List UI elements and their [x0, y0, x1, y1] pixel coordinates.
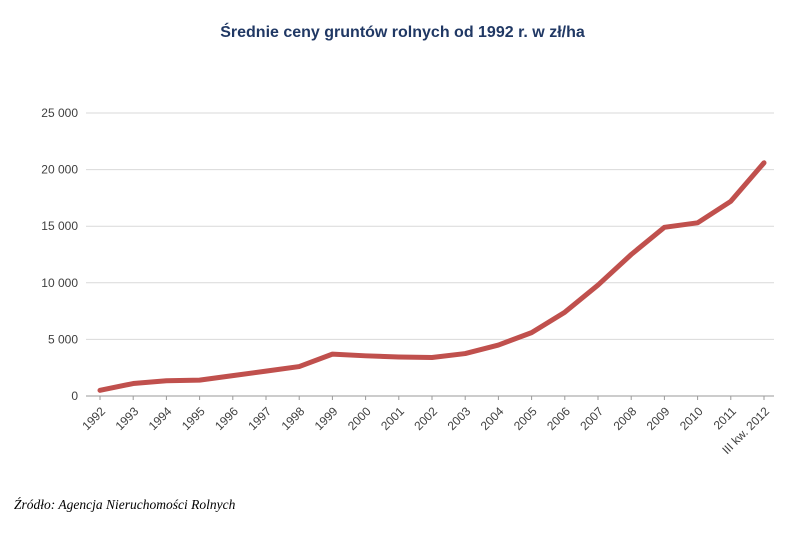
x-tick-label: 1996 — [212, 404, 241, 433]
x-tick-label: 1992 — [79, 404, 108, 433]
x-tick-label: 2011 — [711, 404, 739, 432]
y-tick-label: 10 000 — [41, 276, 78, 290]
y-tick-label: 20 000 — [41, 163, 78, 177]
x-tick-label: 2010 — [677, 404, 706, 433]
x-tick-label: 2009 — [644, 404, 673, 433]
price-line-series — [97, 160, 767, 393]
y-tick-label: 0 — [71, 389, 78, 403]
x-tick-label: 2006 — [544, 404, 573, 433]
x-tick-label: 1997 — [245, 404, 274, 433]
x-tick-label: 1994 — [146, 404, 175, 433]
chart-title: Średnie ceny gruntów rolnych od 1992 r. … — [220, 24, 585, 41]
y-tick-label: 15 000 — [41, 219, 78, 233]
x-tick-label: 2003 — [445, 404, 474, 433]
x-tick-label: 2000 — [345, 404, 374, 433]
x-tick-label: 2005 — [511, 404, 540, 433]
x-tick-label: 2004 — [478, 404, 507, 433]
x-tick-label: 2002 — [411, 404, 440, 433]
x-tick-label: 1998 — [279, 404, 308, 433]
x-tick-label: 1999 — [312, 404, 341, 433]
x-tick-label: 2008 — [611, 404, 640, 433]
x-tick-label: 1993 — [113, 404, 142, 433]
y-tick-label: 25 000 — [41, 106, 78, 120]
x-tick-label: 1995 — [179, 404, 208, 433]
y-tick-label: 5 000 — [48, 332, 78, 346]
source-note: Źródło: Agencja Nieruchomości Rolnych — [14, 497, 236, 512]
x-tick-label: 2007 — [577, 404, 606, 433]
x-tick-label: 2001 — [378, 404, 407, 433]
